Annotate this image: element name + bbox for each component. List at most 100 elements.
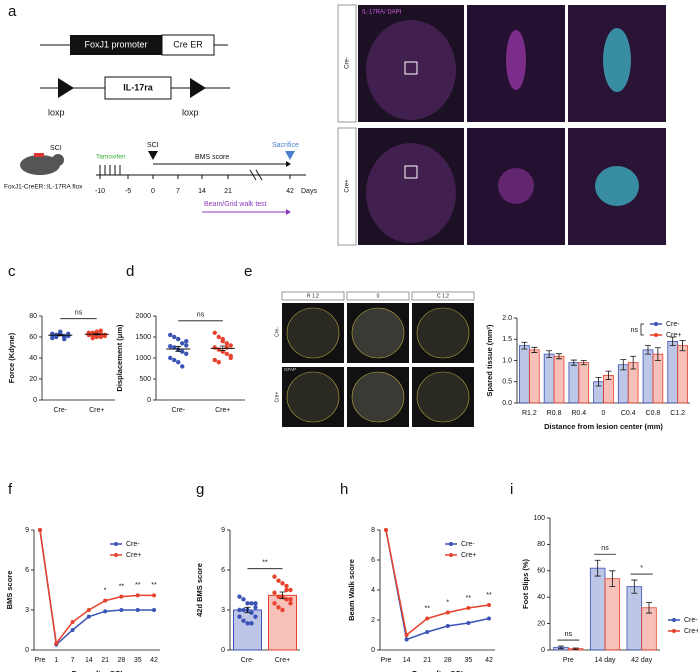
tissue [416, 371, 470, 423]
data-point [172, 334, 177, 340]
y-axis-label: Spared tissue (mm²) [485, 324, 494, 397]
data-point [276, 605, 281, 610]
x-tick-label: R0.8 [547, 410, 562, 417]
data-point [272, 590, 277, 595]
tissue [351, 371, 405, 423]
gene-box [104, 76, 172, 100]
sacrifice-marker [285, 151, 295, 160]
y-tick-label: 0 [371, 647, 375, 654]
y-tick-label: 1500 [135, 334, 151, 341]
legend-label: Cre+ [126, 552, 141, 559]
legend-label: Cre- [666, 321, 680, 328]
data-point [184, 339, 189, 344]
data-point [50, 335, 55, 341]
panel-label: d [126, 263, 134, 280]
bar [667, 340, 679, 404]
y-tick-label: 8 [371, 527, 375, 534]
y-tick-label: 2 [371, 617, 375, 624]
x-tick-label: 28 [118, 657, 126, 664]
mouse-icon [52, 154, 64, 166]
x-tick-label: 1 [54, 657, 58, 664]
data-point [288, 597, 293, 602]
error-bar [654, 347, 661, 361]
data-point [172, 357, 177, 363]
y-axis-label: 42d BMS score [195, 563, 204, 617]
data-point [404, 633, 409, 637]
x-tick-label: Cre+ [89, 407, 104, 414]
error-bar [644, 345, 651, 355]
y-tick-label: 60 [537, 568, 545, 575]
y-axis-label: Force (Kdyne) [7, 332, 16, 383]
header: R 1.2 [307, 293, 319, 299]
header: C 1.2 [437, 293, 449, 299]
cre: Cre ER [173, 39, 203, 49]
data-point [245, 601, 250, 606]
data-point [425, 630, 430, 634]
x-tick-label: C1.2 [670, 410, 685, 417]
arrow-head [286, 209, 291, 215]
error-bar [531, 346, 538, 353]
axes [33, 530, 160, 651]
y-tick-label: 1.5 [502, 336, 512, 343]
data-point [237, 607, 242, 613]
y-tick-label: 9 [25, 527, 29, 534]
error-bar [631, 579, 638, 594]
error-bar [595, 377, 602, 387]
data-point [216, 334, 221, 340]
significance: ns [601, 545, 609, 552]
line [39, 529, 154, 646]
tissue [286, 307, 340, 359]
x-axis-label: Days after SCI [72, 669, 123, 672]
sci-marker [148, 151, 158, 160]
x-tick-label: R0.4 [571, 410, 586, 417]
promoter: FoxJ1 promoter [84, 39, 147, 49]
significance: * [104, 588, 107, 595]
bar [589, 567, 606, 651]
legend-marker [449, 553, 453, 557]
axes [379, 530, 495, 651]
data-point [102, 332, 107, 338]
significance: ns [565, 631, 573, 638]
x-tick-label: Cre- [241, 657, 255, 664]
data-point [220, 336, 225, 342]
stain [506, 30, 526, 90]
bar [543, 353, 555, 404]
data-point [241, 607, 246, 613]
data-point [62, 336, 67, 342]
significance: ** [262, 560, 268, 567]
panel-label: f [8, 481, 13, 498]
tamoxifen: Tamoxifen [96, 154, 126, 161]
data-point [253, 605, 258, 610]
data-point [241, 618, 246, 623]
data-point [180, 364, 185, 369]
bms-label: BMS score [195, 154, 229, 161]
injury-label: SCI [50, 145, 62, 152]
legend-marker [672, 629, 676, 633]
promoter-box [70, 35, 162, 55]
data-point [38, 528, 42, 532]
data-point [466, 606, 471, 610]
data-point [249, 621, 254, 626]
y-tick-label: 80 [29, 313, 37, 320]
data-point [58, 330, 63, 335]
bar [604, 578, 621, 651]
error-bar [219, 345, 226, 352]
x-tick-label: 0 [602, 410, 606, 417]
data-point [253, 614, 258, 619]
data-point [184, 343, 189, 348]
data-point [288, 587, 293, 593]
header-box [411, 291, 475, 301]
days-label: Days [301, 188, 317, 195]
y-tick-label: 3 [221, 607, 225, 614]
data-point [176, 360, 181, 365]
tissue [366, 20, 456, 120]
error-bar [646, 602, 652, 614]
data-point [237, 594, 242, 599]
data-point [86, 614, 91, 619]
y-tick-label: 20 [537, 620, 545, 627]
tissue [351, 307, 405, 359]
error-bar [570, 359, 577, 366]
error-bar [521, 341, 528, 350]
day-label: 21 [224, 188, 232, 195]
data-point [276, 578, 281, 583]
